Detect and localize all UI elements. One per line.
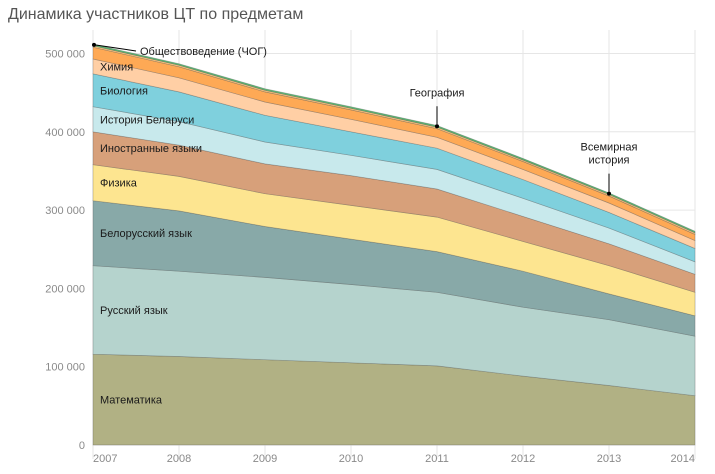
y-axis-ticks: 0 100 000 200 000 300 000 400 000 500 000: [45, 48, 85, 452]
annotation-point: [435, 124, 439, 129]
x-tick-label: 2008: [167, 453, 191, 465]
chart-title: Динамика участников ЦТ по предметам: [8, 6, 304, 23]
annotation-label: Всемирная история: [581, 142, 638, 167]
series-label: Математика: [100, 395, 163, 407]
series-label: Русский язык: [100, 305, 168, 317]
series-label: Физика: [100, 178, 138, 190]
y-tick-label: 400 000: [45, 127, 85, 139]
annotation-label: Обществоведение (ЧОГ): [140, 46, 267, 58]
annotations: Обществоведение (ЧОГ) География Всемирная и…: [92, 42, 638, 196]
area-физика: [92, 164, 696, 317]
x-axis-ticks: 2007 2008 2009 2010 2011 2012 2013 2014: [93, 453, 695, 465]
series-labels: Математика Русский язык Белорусский язык Фи…: [100, 61, 202, 406]
y-tick-label: 500 000: [45, 48, 85, 60]
y-tick-label: 0: [79, 440, 85, 452]
series-areas: [92, 43, 696, 446]
x-tick-label: 2007: [93, 453, 117, 465]
series-label: История Беларуси: [100, 114, 194, 126]
annotation-point: [607, 191, 611, 196]
annotation-point: [92, 42, 96, 47]
annotation-leader-line: [94, 44, 137, 52]
x-tick-label: 2012: [511, 453, 535, 465]
x-tick-label: 2009: [253, 453, 277, 465]
y-tick-label: 100 000: [45, 362, 85, 374]
y-tick-label: 200 000: [45, 283, 85, 295]
series-label: Иностранные языки: [100, 143, 202, 155]
y-tick-label: 300 000: [45, 205, 85, 217]
series-label: Биология: [100, 85, 148, 97]
x-tick-label: 2011: [425, 453, 449, 465]
series-label: Белорусский язык: [100, 228, 192, 240]
x-tick-label: 2014: [671, 453, 695, 465]
x-tick-label: 2010: [339, 453, 363, 465]
x-tick-label: 2013: [597, 453, 621, 465]
area-обществоведение-чог-: [92, 43, 696, 234]
annotation-label: География: [410, 87, 465, 99]
series-label: Химия: [100, 61, 133, 73]
